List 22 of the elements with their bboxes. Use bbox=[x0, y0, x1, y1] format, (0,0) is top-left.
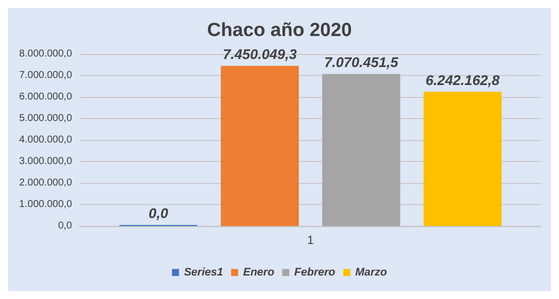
y-tick-label: 2.000.000,0 bbox=[19, 178, 72, 188]
bar bbox=[424, 92, 502, 226]
data-label: 7.450.049,3 bbox=[222, 46, 297, 62]
y-tick-label: 3.000.000,0 bbox=[19, 156, 72, 167]
bar bbox=[322, 74, 400, 226]
y-tick-label: 8.000.000,0 bbox=[19, 48, 72, 60]
y-tick-label: 6.000.000,0 bbox=[19, 92, 72, 102]
y-tick-label: 4.000.000,0 bbox=[19, 134, 72, 146]
y-tick-label: 7.000.000,0 bbox=[19, 70, 72, 81]
y-tick-label: 1.000.000,0 bbox=[19, 199, 72, 210]
bar bbox=[220, 66, 299, 226]
chart-title: Chaco año 2020 bbox=[207, 20, 352, 41]
legend-label: Enero bbox=[243, 266, 275, 278]
y-tick-label: 5.000.000,0 bbox=[19, 113, 72, 124]
data-label: 7.070.451,5 bbox=[324, 54, 398, 70]
legend-label: Series1 bbox=[184, 266, 224, 278]
y-tick-label: 0,0 bbox=[58, 220, 72, 232]
data-label: 0,0 bbox=[148, 205, 168, 221]
x-tick-label: 1 bbox=[307, 233, 314, 247]
legend-label: Marzo bbox=[355, 266, 388, 278]
data-label: 6.242.162,8 bbox=[426, 72, 500, 88]
legend-label: Febrero bbox=[294, 266, 336, 278]
